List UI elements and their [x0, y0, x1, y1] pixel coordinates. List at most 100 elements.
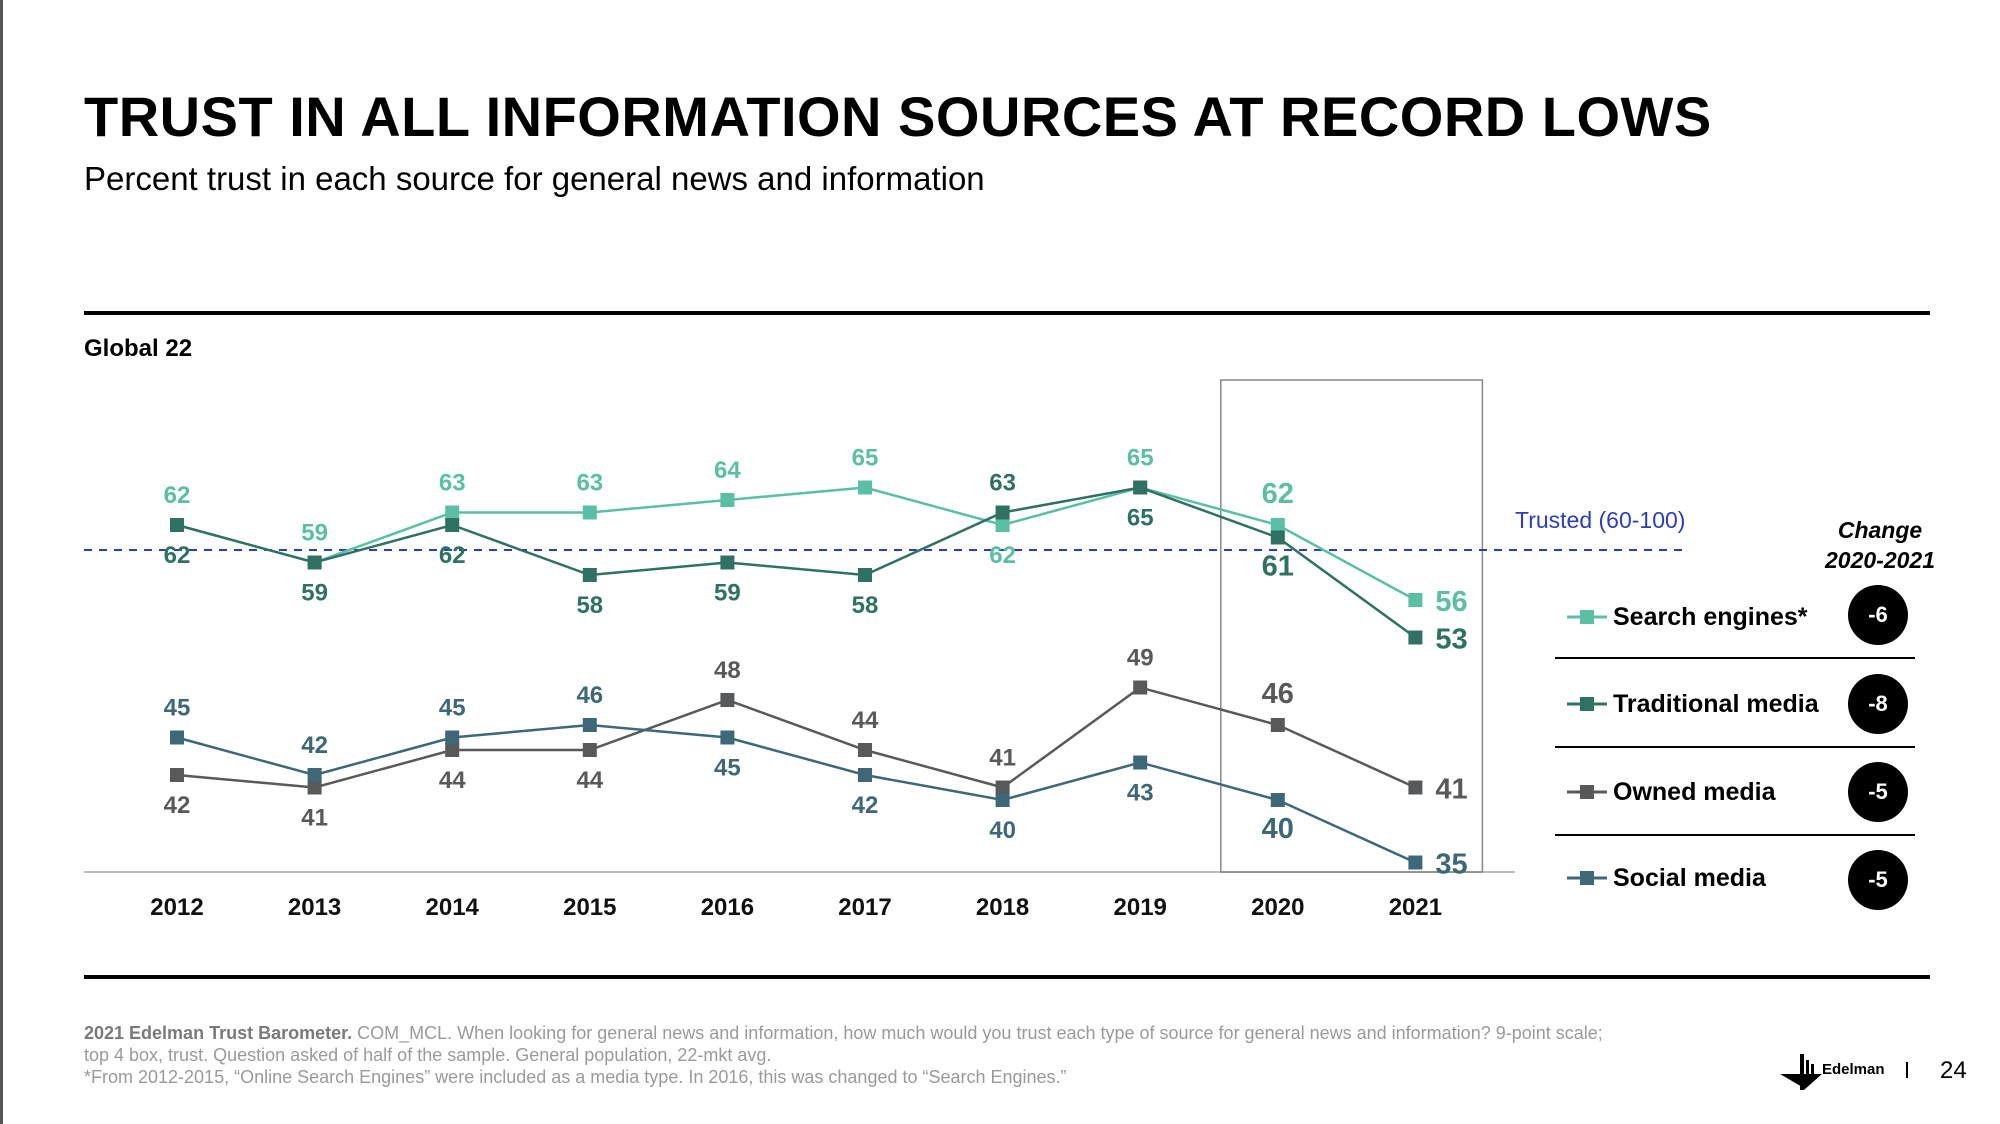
edelman-logo-icon: [1780, 1054, 1822, 1090]
legend-marker-owned-media: [1567, 785, 1607, 799]
data-label-owned-media: 48: [714, 657, 741, 684]
data-label-social-media: 42: [301, 732, 328, 759]
data-label-owned-media: 46: [1262, 678, 1294, 710]
logo-wordmark: Edelman: [1822, 1061, 1885, 1078]
x-tick-label: 2015: [563, 894, 616, 921]
change-badge-traditional-media: -8: [1848, 674, 1908, 734]
data-label-search-engines: 62: [989, 542, 1016, 569]
series-line-search-engines: [176, 486, 1416, 602]
footnote-line-2: top 4 box, trust. Question asked of half…: [84, 1045, 772, 1065]
data-label-social-media: 35: [1435, 849, 1467, 881]
data-label-traditional-media: 58: [852, 592, 879, 619]
data-point-owned-media: [858, 743, 872, 757]
data-label-traditional-media: 62: [439, 542, 466, 569]
footnote-line-3: *From 2012-2015, “Online Search Engines”…: [84, 1067, 1067, 1087]
data-label-search-engines: 65: [1127, 445, 1154, 472]
data-point-owned-media: [582, 743, 597, 757]
top-rule: [84, 311, 1930, 315]
data-label-traditional-media: 59: [714, 580, 741, 607]
data-label-search-engines: 63: [439, 470, 466, 497]
series-line-traditional-media: [176, 486, 1417, 639]
data-point-traditional-media: [307, 555, 322, 570]
data-point-search-engines: [858, 480, 872, 495]
data-label-social-media: 45: [714, 755, 741, 782]
legend-divider: [1555, 657, 1915, 659]
change-badge-owned-media: -5: [1848, 762, 1908, 822]
legend-label-owned-media: Owned media: [1613, 778, 1776, 806]
footnote-line-1: 2021 Edelman Trust Barometer. COM_MCL. W…: [84, 1022, 1704, 1044]
data-point-owned-media: [445, 743, 460, 757]
data-label-traditional-media: 63: [989, 470, 1016, 497]
data-point-owned-media: [720, 693, 735, 707]
data-point-traditional-media: [1133, 480, 1148, 495]
data-point-traditional-media: [1408, 630, 1423, 645]
data-label-traditional-media: 65: [1127, 505, 1154, 532]
data-label-traditional-media: 58: [576, 592, 603, 619]
data-point-search-engines: [582, 505, 597, 520]
data-point-social-media: [858, 768, 872, 782]
data-label-search-engines: 59: [301, 520, 328, 547]
data-label-traditional-media: 62: [164, 542, 191, 569]
data-point-traditional-media: [445, 518, 460, 532]
legend-label-search-engines: Search engines*: [1613, 603, 1808, 631]
data-point-search-engines: [720, 493, 735, 507]
data-point-social-media: [995, 793, 1010, 807]
data-label-search-engines: 63: [576, 470, 603, 497]
data-label-owned-media: 41: [1435, 774, 1467, 806]
data-label-search-engines: 56: [1435, 586, 1467, 618]
legend-item-social-media: Social media: [1555, 836, 1915, 921]
left-edge-bar: [0, 0, 3, 1124]
slide-subtitle: Percent trust in each source for general…: [84, 160, 985, 197]
data-point-owned-media: [170, 768, 184, 782]
region-label: Global 22: [84, 335, 193, 362]
data-label-social-media: 42: [852, 792, 879, 819]
data-point-social-media: [1408, 855, 1423, 870]
footnote-source-bold: 2021 Edelman Trust Barometer.: [84, 1023, 353, 1043]
data-point-traditional-media: [858, 568, 872, 582]
x-tick-label: 2013: [288, 894, 341, 921]
data-point-social-media: [445, 730, 460, 745]
data-point-owned-media: [307, 780, 322, 795]
data-point-social-media: [1133, 755, 1148, 770]
highlight-box-2020-2021: [1220, 379, 1484, 873]
data-label-social-media: 40: [989, 817, 1016, 844]
data-point-traditional-media: [582, 568, 597, 582]
x-tick-label: 2019: [1114, 894, 1167, 921]
x-tick-label: 2018: [976, 894, 1029, 921]
data-label-traditional-media: 61: [1262, 551, 1294, 583]
data-point-search-engines: [995, 518, 1010, 532]
change-header-line1: Change: [1837, 517, 1923, 543]
series-line-owned-media: [176, 686, 1416, 789]
data-label-social-media: 45: [164, 695, 191, 722]
x-tick-label: 2021: [1389, 894, 1442, 921]
change-header: Change 2020-2021: [1800, 515, 1960, 575]
data-point-traditional-media: [170, 518, 184, 532]
footnote-source-text: COM_MCL. When looking for general news a…: [352, 1023, 1603, 1043]
change-badge-search-engines: -6: [1848, 585, 1908, 645]
x-tick-label: 2020: [1251, 894, 1304, 921]
trusted-threshold-label: Trusted (60-100): [1515, 507, 1685, 533]
data-label-social-media: 46: [576, 682, 603, 709]
data-point-owned-media: [1270, 718, 1285, 732]
data-point-social-media: [170, 730, 184, 745]
legend-divider: [1555, 834, 1915, 836]
data-point-social-media: [582, 718, 597, 732]
data-point-owned-media: [995, 780, 1010, 795]
legend-marker-search-engines: [1567, 610, 1607, 624]
data-point-search-engines: [1408, 593, 1423, 607]
data-label-owned-media: 42: [164, 792, 191, 819]
data-point-owned-media: [1133, 680, 1148, 695]
change-header-line2: 2020-2021: [1825, 547, 1935, 573]
legend-divider: [1555, 746, 1915, 748]
logo-separator: [1906, 1062, 1908, 1078]
data-point-traditional-media: [995, 505, 1010, 520]
legend-label-traditional-media: Traditional media: [1613, 690, 1819, 718]
series-line-social-media: [176, 723, 1416, 864]
bottom-rule: [84, 975, 1930, 979]
data-label-search-engines: 62: [164, 482, 191, 509]
data-label-owned-media: 44: [852, 707, 879, 734]
data-label-social-media: 40: [1262, 813, 1294, 845]
x-tick-label: 2014: [426, 894, 480, 921]
data-point-search-engines: [445, 505, 460, 520]
